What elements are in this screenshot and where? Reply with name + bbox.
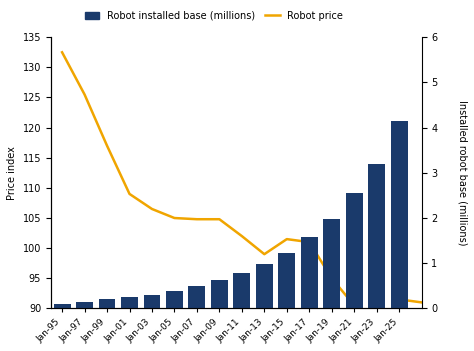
Bar — [189, 286, 205, 309]
Bar — [211, 280, 228, 309]
Bar — [368, 164, 385, 309]
Bar — [233, 273, 250, 309]
Bar — [166, 291, 183, 309]
Y-axis label: Installed robot base (millions): Installed robot base (millions) — [457, 100, 467, 246]
Bar — [256, 264, 273, 309]
Bar — [301, 237, 318, 309]
Bar — [278, 253, 295, 309]
Bar — [323, 219, 340, 309]
Bar — [54, 304, 71, 309]
Bar — [76, 302, 93, 309]
Bar — [391, 121, 408, 309]
Bar — [99, 299, 116, 309]
Bar — [346, 193, 363, 309]
Y-axis label: Price index: Price index — [7, 146, 17, 200]
Legend: Robot installed base (millions), Robot price: Robot installed base (millions), Robot p… — [81, 7, 347, 25]
Bar — [121, 297, 138, 309]
Bar — [144, 295, 160, 309]
